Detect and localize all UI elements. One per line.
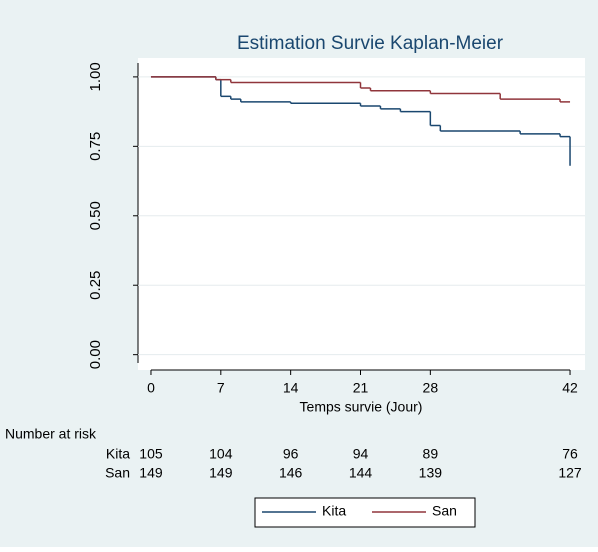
risk-row-label: San (105, 465, 130, 481)
x-tick-label: 28 (423, 380, 439, 396)
risk-row-label: Kita (106, 446, 130, 462)
risk-value: 146 (279, 465, 303, 481)
y-tick-label: 0.75 (87, 132, 104, 161)
y-tick-label: 0.50 (87, 201, 104, 230)
x-tick-label: 0 (147, 380, 155, 396)
legend-label: Kita (322, 503, 346, 519)
risk-value: 144 (349, 465, 373, 481)
risk-value: 105 (139, 446, 163, 462)
risk-value: 127 (558, 465, 582, 481)
y-tick-label: 0.25 (87, 271, 104, 300)
risk-value: 76 (562, 446, 578, 462)
risk-value: 139 (419, 465, 443, 481)
y-tick-label: 0.00 (87, 340, 104, 369)
x-tick-label: 14 (283, 380, 299, 396)
risk-value: 89 (423, 446, 439, 462)
risk-value: 96 (283, 446, 299, 462)
x-tick-label: 42 (562, 380, 578, 396)
x-tick-label: 7 (217, 380, 225, 396)
plot-area (138, 58, 585, 370)
y-tick-label: 1.00 (87, 62, 104, 91)
x-axis-title: Temps survie (Jour) (300, 399, 423, 415)
risk-value: 149 (209, 465, 233, 481)
risk-value: 94 (353, 446, 369, 462)
risk-table-title: Number at risk (5, 426, 97, 442)
risk-value: 149 (139, 465, 163, 481)
legend-label: San (432, 503, 457, 519)
x-tick-label: 21 (353, 380, 369, 396)
risk-value: 104 (209, 446, 233, 462)
chart-title: Estimation Survie Kaplan-Meier (237, 33, 504, 54)
